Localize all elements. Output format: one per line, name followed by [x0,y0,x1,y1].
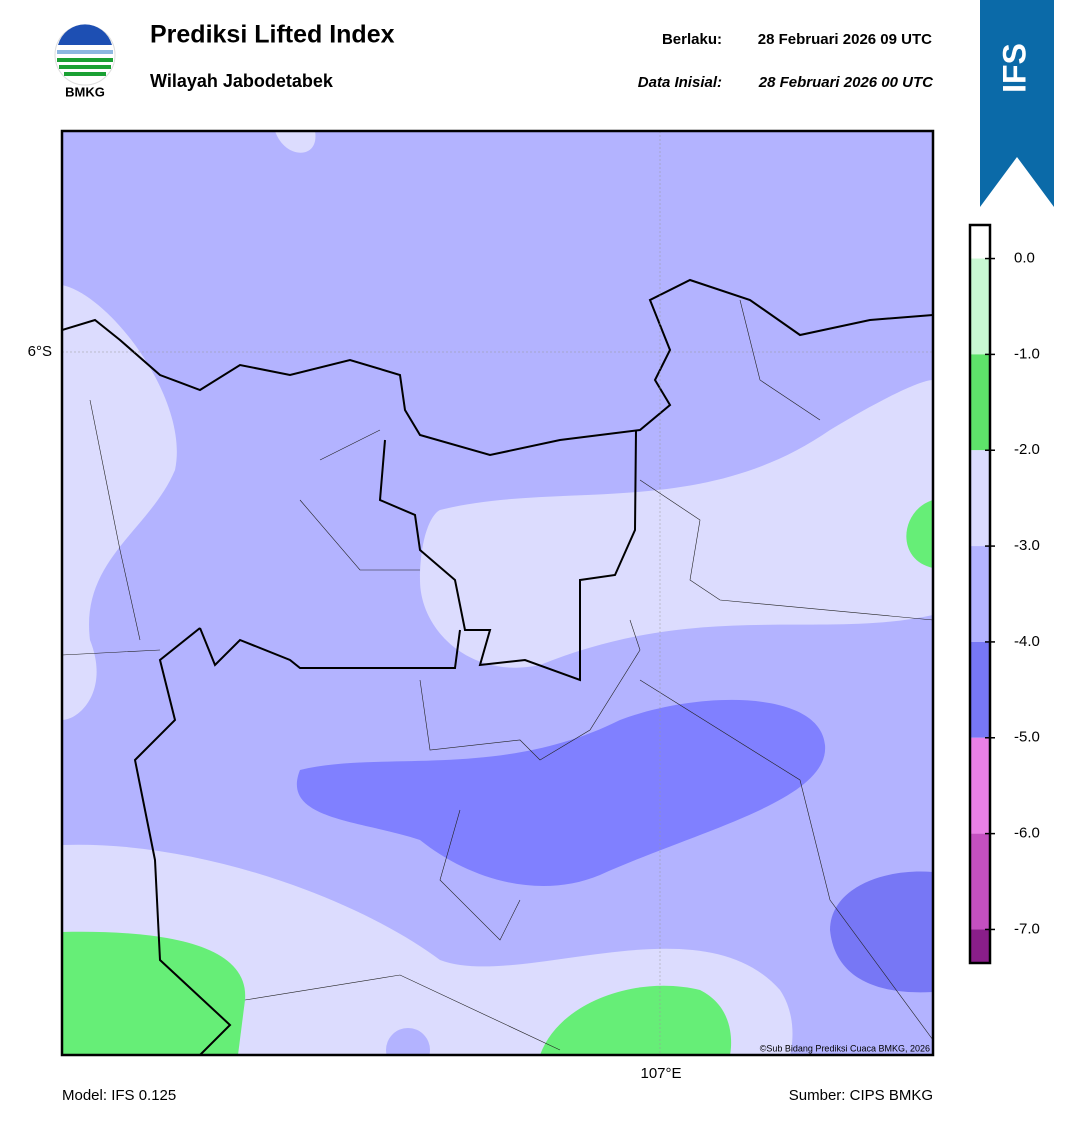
colorbar-band [970,258,990,355]
colorbar-band [970,354,990,451]
colorbar-tick-label: -7.0 [1014,920,1040,937]
model: Model: IFS 0.125 [62,1087,176,1104]
colorbar-band [970,546,990,642]
lat-label: 6°S [28,343,52,360]
badge-text: IFS [996,43,1032,93]
colorbar-band [970,641,990,738]
colorbar-band [970,450,990,547]
logo: BMKG [54,24,116,99]
colorbar-tick-label: 0.0 [1014,250,1035,267]
map: ©Sub Bidang Prediksi Cuaca BMKG, 2026 [62,131,933,1055]
colorbar-tick-label: -6.0 [1014,825,1040,842]
colorbar-frame [968,223,992,965]
title: Prediksi Lifted Index [150,21,395,49]
colorbar: 0.0 -1.0 -2.0 -3.0 -4.0 -5.0 -6.0 -7.0 [968,223,1040,965]
colorbar-tick-label: -5.0 [1014,729,1040,746]
colorbar-band [970,929,990,963]
logo-text: BMKG [65,84,105,99]
colorbar-band [970,225,990,259]
valid-label: Berlaku: [662,31,722,48]
subtitle: Wilayah Jabodetabek [150,71,334,91]
colorbar-tick-label: -3.0 [1014,537,1040,554]
colorbar-tick-label: -1.0 [1014,345,1040,362]
credit: ©Sub Bidang Prediksi Cuaca BMKG, 2026 [760,1043,930,1053]
colorbar-band [970,737,990,834]
map-frame [60,129,935,1057]
valid-time: 28 Februari 2026 09 UTC [758,31,932,48]
badge [980,0,1054,207]
colorbar-band [970,833,990,930]
colorbar-tick-label: -4.0 [1014,633,1040,650]
init-time: 28 Februari 2026 00 UTC [758,74,934,91]
lon-label: 107°E [640,1065,681,1082]
init-label: Data Inisial: [638,74,722,91]
source: Sumber: CIPS BMKG [789,1087,933,1104]
colorbar-tick-label: -2.0 [1014,441,1040,458]
